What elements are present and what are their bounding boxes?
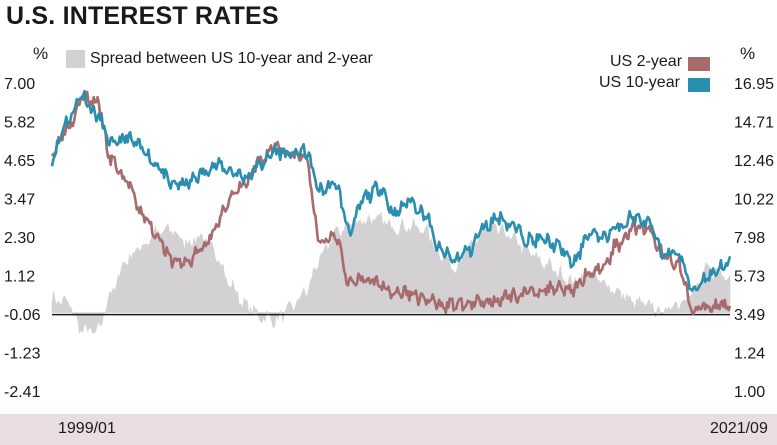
left-axis-tick: 7.00 bbox=[4, 76, 35, 93]
legend-label-spread: Spread between US 10-year and 2-year bbox=[90, 50, 373, 67]
left-axis-tick: -1.23 bbox=[4, 346, 41, 363]
left-axis-tick: 2.30 bbox=[4, 230, 35, 247]
line-us-2-year bbox=[50, 90, 732, 315]
legend-swatch-us10 bbox=[688, 78, 710, 92]
left-axis-tick: -0.06 bbox=[4, 307, 41, 324]
right-axis-tick: 1.00 bbox=[734, 384, 765, 401]
right-axis-unit: % bbox=[740, 44, 756, 63]
x-label-end: 2021/09 bbox=[710, 420, 768, 437]
legend-swatch-us2 bbox=[688, 57, 710, 71]
left-axis-tick: 1.12 bbox=[4, 269, 35, 286]
left-axis-tick: 5.82 bbox=[4, 115, 35, 132]
legend-swatch-spread bbox=[66, 50, 85, 68]
right-axis-tick: 16.95 bbox=[734, 76, 774, 93]
left-axis-tick: -2.41 bbox=[4, 384, 41, 401]
line-us-10-year bbox=[50, 89, 732, 292]
chart-title: U.S. INTEREST RATES bbox=[6, 2, 279, 30]
right-axis-tick: 5.73 bbox=[734, 269, 765, 286]
x-label-start: 1999/01 bbox=[58, 420, 116, 437]
x-axis-band: 1999/01 2021/09 bbox=[0, 414, 777, 445]
legend-label-us10: US 10-year bbox=[599, 74, 680, 91]
legend-label-us2: US 2-year bbox=[610, 53, 683, 70]
right-axis-tick: 3.49 bbox=[734, 307, 765, 324]
right-axis-tick: 12.46 bbox=[734, 153, 774, 170]
right-axis-tick: 14.71 bbox=[734, 115, 774, 132]
spread-area bbox=[51, 211, 731, 335]
right-axis-tick: 7.98 bbox=[734, 230, 765, 247]
left-axis-tick: 4.65 bbox=[4, 153, 35, 170]
right-axis-tick: 10.22 bbox=[734, 192, 774, 209]
left-axis-unit: % bbox=[33, 44, 49, 63]
right-axis-tick: 1.24 bbox=[734, 346, 765, 363]
left-axis-tick: 3.47 bbox=[4, 192, 35, 209]
